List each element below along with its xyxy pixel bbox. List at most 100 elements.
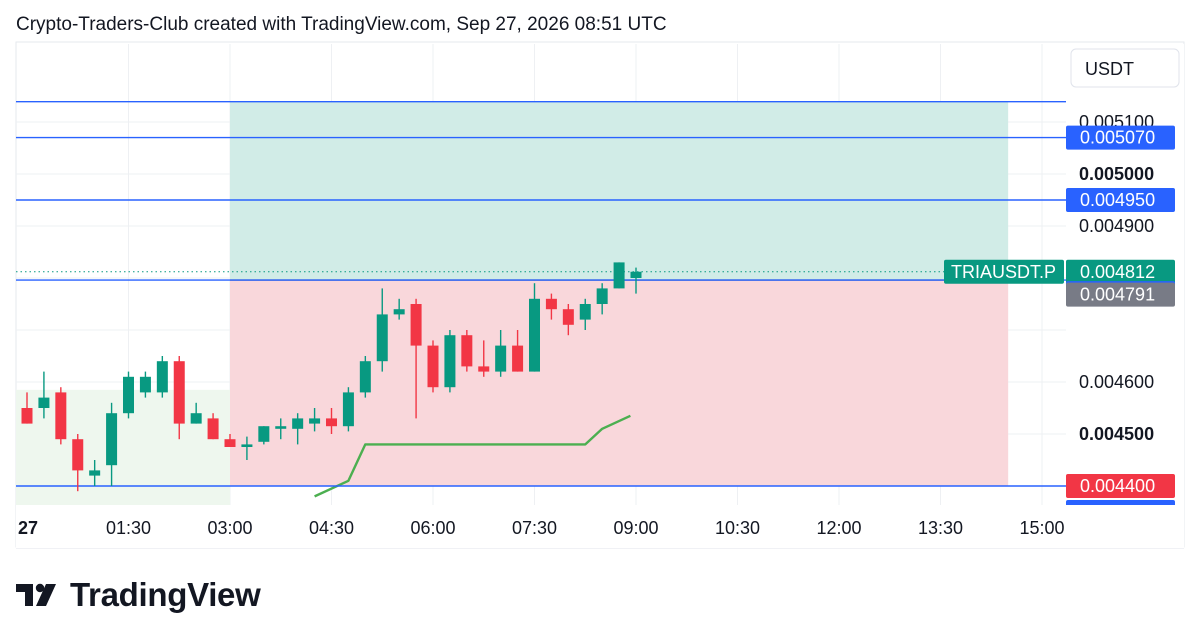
price-axis: 0.0051000.0050000.0049000.0046000.004500… (944, 44, 1184, 508)
candle[interactable] (156, 356, 168, 398)
candle[interactable] (579, 298, 591, 330)
candle-body (545, 298, 557, 310)
candle-body (512, 345, 524, 372)
price-label-text: 0.004791 (1080, 285, 1155, 305)
candle[interactable] (529, 283, 540, 372)
candle[interactable] (461, 330, 473, 372)
candle-body (613, 262, 625, 289)
price-label-last[interactable]: 0.004812 TRIAUSDT.P (944, 259, 1175, 284)
candle[interactable] (38, 371, 50, 419)
target-zone[interactable] (230, 101, 1009, 281)
candle-body (207, 418, 219, 440)
price-label-text: 0.004950 (1080, 190, 1155, 210)
candle-body (106, 413, 118, 466)
candle[interactable] (376, 288, 388, 372)
candle-body (258, 426, 270, 442)
candle-body (359, 361, 371, 393)
candle-body (427, 345, 439, 388)
price-tick-label: 0.005000 (1079, 164, 1154, 184)
candle[interactable] (106, 402, 118, 486)
moving-average-line (314, 414, 631, 498)
candle[interactable] (190, 402, 202, 424)
stop-zone[interactable] (230, 280, 1009, 486)
candle-body (190, 413, 202, 424)
chart-header: Crypto-Traders-Club created with Trading… (16, 14, 667, 35)
candle[interactable] (393, 298, 405, 320)
candle-body (309, 418, 321, 424)
candle[interactable] (512, 330, 524, 372)
price-label-stop[interactable]: 0.004400 (1066, 474, 1175, 498)
candle[interactable] (596, 283, 608, 315)
candle[interactable] (258, 426, 270, 445)
candle[interactable] (21, 392, 33, 424)
price-label-line[interactable]: 0.005070 (1066, 125, 1175, 150)
time-tick-label: 07:30 (512, 518, 557, 538)
candle-body (630, 271, 642, 278)
tradingview-wordmark: TradingView (70, 576, 261, 613)
symbol-label-text: TRIAUSDT.P (951, 262, 1056, 282)
candle[interactable] (224, 434, 236, 447)
candle[interactable] (55, 387, 67, 445)
candle[interactable] (562, 304, 574, 336)
candle-body (393, 309, 405, 315)
candle-body (495, 345, 507, 372)
price-label-box (1066, 188, 1175, 212)
candle[interactable] (309, 408, 321, 432)
price-tick-label: 0.004500 (1079, 424, 1154, 444)
candle[interactable] (613, 262, 625, 289)
candlesticks (21, 262, 642, 492)
candle[interactable] (89, 460, 101, 486)
candle-body (275, 426, 287, 429)
symbol-label-box (944, 259, 1064, 284)
candle-body (342, 392, 354, 427)
candle-body (478, 366, 490, 372)
horizontal-lines (16, 101, 1066, 487)
price-label-text: 0.005070 (1080, 128, 1155, 148)
candle-body (123, 376, 134, 414)
candle-body (224, 439, 236, 447)
candle-body (139, 376, 151, 393)
price-tick-label: 0.004900 (1079, 216, 1154, 236)
price-label-line[interactable]: 0.004950 (1066, 188, 1175, 212)
candle[interactable] (241, 436, 253, 460)
time-tick-label: 15:00 (1019, 518, 1064, 538)
candle[interactable] (326, 408, 337, 434)
candle-body (72, 439, 84, 471)
candle[interactable] (427, 340, 439, 393)
candle-body (292, 418, 304, 429)
candle-body (173, 361, 185, 424)
price-tick-label: 0.004600 (1079, 372, 1154, 392)
time-tick-label: 10:30 (715, 518, 760, 538)
candle[interactable] (545, 293, 557, 320)
candle[interactable] (495, 330, 507, 377)
moving-average (314, 414, 631, 498)
price-label-gray[interactable]: 0.004791 (1066, 282, 1175, 307)
price-label-box (1066, 474, 1175, 498)
candle[interactable] (410, 298, 422, 419)
candle[interactable] (359, 356, 371, 398)
time-tick-label: 04:30 (309, 518, 354, 538)
candle[interactable] (630, 267, 642, 294)
price-label-text: 0.004812 (1080, 262, 1155, 282)
candle[interactable] (478, 340, 490, 377)
candle-body (241, 444, 253, 447)
candle[interactable] (342, 387, 354, 432)
time-tick-label: 12:00 (816, 518, 861, 538)
candle-body (579, 304, 591, 320)
currency-box[interactable] (1070, 48, 1180, 88)
candle[interactable] (123, 371, 134, 419)
candle-body (376, 314, 388, 362)
candle[interactable] (275, 418, 287, 440)
candle[interactable] (444, 330, 456, 393)
candle[interactable] (173, 356, 185, 440)
candle-body (21, 408, 33, 424)
currency-label: USDT (1085, 59, 1134, 79)
time-tick-label: 27 (18, 518, 38, 538)
candle[interactable] (207, 413, 219, 440)
candle[interactable] (72, 434, 84, 492)
candle[interactable] (292, 413, 304, 445)
candle[interactable] (139, 371, 151, 398)
time-tick-label: 01:30 (106, 518, 151, 538)
price-label-box (1066, 125, 1175, 150)
